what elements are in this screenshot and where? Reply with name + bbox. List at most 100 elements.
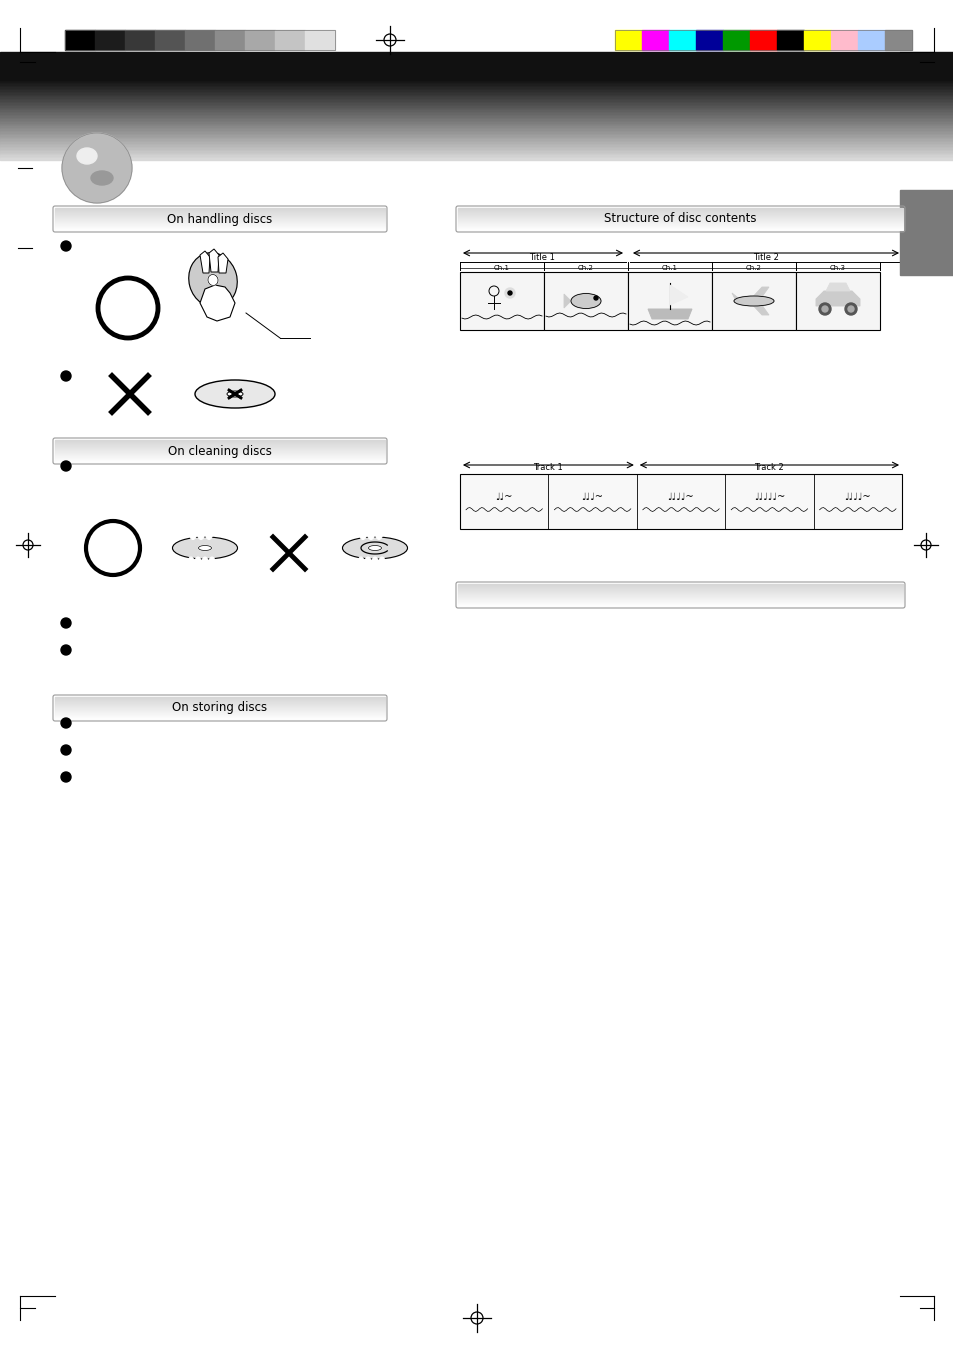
Polygon shape: [731, 293, 741, 301]
Ellipse shape: [77, 149, 97, 163]
Polygon shape: [563, 295, 571, 308]
Ellipse shape: [172, 536, 237, 559]
Ellipse shape: [342, 536, 407, 559]
Circle shape: [818, 303, 830, 315]
Circle shape: [504, 288, 515, 299]
Bar: [627, 272, 711, 330]
Ellipse shape: [372, 557, 377, 567]
Circle shape: [62, 132, 132, 203]
Bar: [641, 30, 668, 50]
Bar: [0, 139, 953, 141]
Polygon shape: [669, 285, 687, 305]
Text: Ch.2: Ch.2: [745, 265, 761, 272]
Circle shape: [507, 290, 512, 295]
Circle shape: [61, 717, 71, 728]
Bar: [722, 30, 749, 50]
Bar: [857, 30, 884, 50]
Bar: [0, 135, 953, 136]
Text: Title 2: Title 2: [752, 253, 778, 262]
Bar: [0, 111, 953, 112]
Bar: [776, 30, 803, 50]
Circle shape: [61, 744, 71, 755]
Bar: [0, 82, 953, 84]
Polygon shape: [200, 251, 210, 273]
Bar: [274, 30, 305, 50]
Bar: [0, 109, 953, 111]
Bar: [0, 103, 953, 104]
Bar: [0, 101, 953, 103]
Bar: [0, 97, 953, 99]
Polygon shape: [647, 309, 691, 319]
Bar: [65, 30, 95, 50]
Text: ♩♩~: ♩♩~: [495, 493, 513, 503]
Bar: [0, 116, 953, 118]
Ellipse shape: [359, 528, 366, 539]
Bar: [95, 30, 125, 50]
Ellipse shape: [357, 557, 364, 567]
Circle shape: [61, 771, 71, 782]
Bar: [0, 51, 953, 80]
Bar: [803, 30, 830, 50]
Bar: [0, 131, 953, 132]
Bar: [543, 272, 627, 330]
Bar: [0, 142, 953, 143]
Ellipse shape: [571, 293, 600, 308]
Bar: [0, 122, 953, 123]
Text: ♩♩♩♩~: ♩♩♩♩~: [667, 493, 694, 503]
Bar: [0, 127, 953, 128]
Text: On storing discs: On storing discs: [172, 701, 267, 715]
Text: Track 2: Track 2: [754, 463, 783, 473]
Polygon shape: [218, 253, 228, 273]
Circle shape: [61, 644, 71, 655]
Bar: [615, 30, 911, 50]
Circle shape: [847, 305, 853, 312]
Polygon shape: [748, 286, 768, 301]
Text: Ch.2: Ch.2: [578, 265, 594, 272]
Text: Structure of disc contents: Structure of disc contents: [603, 212, 756, 226]
Ellipse shape: [367, 528, 375, 539]
Bar: [884, 30, 911, 50]
Circle shape: [61, 372, 71, 381]
Bar: [0, 115, 953, 116]
Bar: [0, 100, 953, 101]
Text: ♩♩♩~: ♩♩♩~: [581, 493, 603, 503]
Bar: [125, 30, 154, 50]
Bar: [305, 30, 335, 50]
Bar: [0, 130, 953, 131]
Bar: [795, 272, 879, 330]
Polygon shape: [815, 290, 859, 305]
Ellipse shape: [202, 557, 208, 567]
Bar: [0, 158, 953, 159]
Text: Ch.1: Ch.1: [661, 265, 678, 272]
Bar: [0, 88, 953, 89]
Polygon shape: [825, 282, 849, 290]
Bar: [0, 134, 953, 135]
Bar: [0, 107, 953, 108]
Text: Ch.1: Ch.1: [494, 265, 510, 272]
Bar: [0, 124, 953, 127]
Text: Track 1: Track 1: [533, 463, 562, 473]
Ellipse shape: [188, 557, 193, 567]
Circle shape: [594, 296, 598, 300]
Bar: [711, 272, 795, 330]
Ellipse shape: [375, 528, 382, 539]
Bar: [0, 119, 953, 120]
Ellipse shape: [91, 172, 112, 185]
Ellipse shape: [189, 253, 237, 307]
Ellipse shape: [198, 546, 212, 550]
Bar: [154, 30, 185, 50]
Bar: [0, 151, 953, 153]
Bar: [0, 95, 953, 96]
Text: Title 1: Title 1: [529, 253, 555, 262]
Text: ♩♩♩♩♩~: ♩♩♩♩♩~: [753, 493, 784, 503]
Bar: [696, 30, 722, 50]
Bar: [0, 89, 953, 91]
Bar: [0, 108, 953, 109]
Bar: [0, 146, 953, 147]
Text: ♩♩♩♩~: ♩♩♩♩~: [843, 493, 870, 503]
Bar: [0, 81, 953, 82]
Bar: [0, 104, 953, 107]
Circle shape: [844, 303, 856, 315]
Bar: [214, 30, 245, 50]
Bar: [0, 86, 953, 88]
